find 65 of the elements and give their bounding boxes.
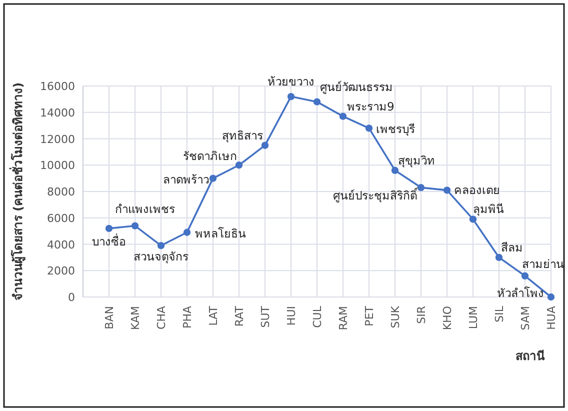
annotation: ศูนย์วัฒนธรรม [320,80,393,94]
y-tick-label: 4000 [47,238,75,252]
y-tick-label: 0 [68,291,75,304]
point [365,124,373,132]
point [131,222,139,230]
annotation: กำแพงเพชร [115,202,175,216]
point [443,186,451,194]
point [313,98,321,106]
x-tick-label: BAN [103,306,116,330]
y-tick-label: 10000 [40,159,75,172]
x-tick-label: CUL [311,305,324,328]
point [391,166,399,174]
y-tick-label: 14000 [40,106,75,120]
annotation: พหลโยธิน [195,226,246,240]
x-tick-label: HUI [285,306,298,326]
annotation: ห้วยขวาง [268,74,314,89]
annotation: ลุมพินี [473,202,504,216]
point [261,142,269,149]
annotation: สุทธิสาร [222,128,263,142]
y-tick-label: 8000 [47,186,75,198]
point [547,293,555,301]
point [105,224,113,232]
x-tick-label: RAM [337,306,350,330]
point [235,162,243,169]
point [157,242,165,250]
point [521,272,529,280]
point [339,112,347,120]
annotation: หัวลำโพง [497,286,544,300]
x-tick-label: LAT [207,306,220,326]
x-tick-label: SUK [389,305,402,328]
x-tick-label: SAM [519,306,532,330]
point [417,184,425,192]
annotation: สามย่าน [522,256,564,271]
annotation: พระราม9 [347,99,394,114]
y-tick-label: 16000 [40,80,75,93]
annotation: สวนจตุจักร [134,250,188,264]
y-tick-label: 2000 [47,264,75,278]
y-axis-title: จำนวนผู้โดยสาร (คนต่อชั่วโมงต่อทิศทาง) [9,82,26,301]
x-tick-label: KHO [441,306,454,330]
point [469,216,477,223]
x-tick-label: SIL [493,305,506,322]
point [287,92,295,100]
annotation: บางซื่อ [92,233,126,248]
y-tick-label: 12000 [40,132,75,146]
point [209,174,217,182]
annotation: คลองเตย [454,183,500,198]
point [495,254,503,262]
x-tick-label: SUT [259,306,272,328]
x-tick-label: HUA [545,306,558,330]
x-tick-label: PHA [181,306,194,328]
x-axis-title: สถานี [516,349,546,363]
point [183,228,191,236]
annotation: รัชดาภิเษก [183,149,237,164]
x-tick-label: CHA [155,306,168,330]
x-tick-label: PET [363,306,376,326]
annotation: เพชรบุรี [376,122,415,136]
annotation: สุขุมวิท [398,153,435,168]
x-tick-label: KAM [129,306,142,330]
y-tick-label: 6000 [47,212,75,225]
annotation: สีลม [501,240,523,254]
x-tick-label: SIR [415,306,428,324]
x-tick-label: LUM [467,306,480,330]
annotation: ศูนย์ประชุมสิริกิติ์ [333,186,419,203]
annotation: ลาดพร้าว [163,172,209,186]
x-tick-label: RAT [233,306,246,327]
